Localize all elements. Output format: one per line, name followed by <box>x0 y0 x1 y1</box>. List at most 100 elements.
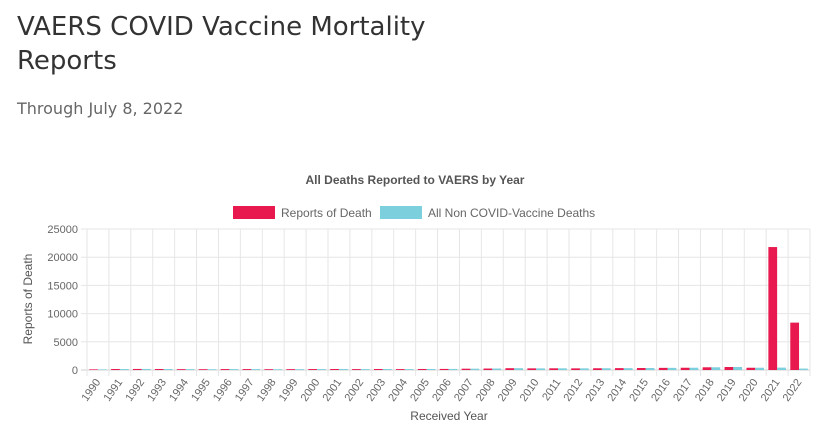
bar-non-covid-deaths-2005[interactable] <box>426 368 436 370</box>
x-tick-label: 1997 <box>233 377 257 404</box>
bar-reports-of-death-2008[interactable] <box>483 368 493 370</box>
bar-non-covid-deaths-1993[interactable] <box>163 369 173 370</box>
bar-reports-of-death-2019[interactable] <box>724 367 734 370</box>
bar-non-covid-deaths-1998[interactable] <box>273 369 282 370</box>
x-tick-label: 2013 <box>583 377 607 404</box>
x-tick-label: 1993 <box>145 377 169 404</box>
bar-non-covid-deaths-2022[interactable] <box>799 368 808 370</box>
bar-reports-of-death-2007[interactable] <box>461 368 471 370</box>
bar-reports-of-death-2020[interactable] <box>746 367 756 370</box>
page-subtitle: Through July 8, 2022 <box>17 99 184 118</box>
x-tick-label: 2009 <box>496 377 520 404</box>
x-tick-label: 1994 <box>167 377 191 404</box>
x-tick-label: 2007 <box>452 377 476 404</box>
bar-non-covid-deaths-1996[interactable] <box>229 369 239 370</box>
bar-non-covid-deaths-2000[interactable] <box>317 369 326 370</box>
bar-reports-of-death-1999[interactable] <box>286 369 296 370</box>
bar-non-covid-deaths-2021[interactable] <box>777 367 786 370</box>
bar-non-covid-deaths-1997[interactable] <box>251 369 261 370</box>
bar-reports-of-death-2015[interactable] <box>636 368 646 370</box>
bar-non-covid-deaths-2008[interactable] <box>492 368 502 370</box>
bar-non-covid-deaths-2004[interactable] <box>404 369 414 370</box>
bar-reports-of-death-2006[interactable] <box>439 368 449 370</box>
y-tick-label: 25000 <box>47 224 78 236</box>
bar-non-covid-deaths-2002[interactable] <box>360 369 370 370</box>
bar-non-covid-deaths-2003[interactable] <box>382 369 392 370</box>
bar-non-covid-deaths-2017[interactable] <box>689 367 699 370</box>
bar-non-covid-deaths-2018[interactable] <box>711 367 721 370</box>
bar-reports-of-death-2011[interactable] <box>549 368 559 370</box>
x-tick-label: 2003 <box>364 377 388 404</box>
x-tick-label: 1998 <box>255 377 279 404</box>
bar-reports-of-death-1992[interactable] <box>133 368 142 370</box>
legend-item-reports-of-death[interactable]: Reports of Death <box>233 206 372 220</box>
legend-swatch-reports-of-death <box>233 206 275 219</box>
bar-reports-of-death-2016[interactable] <box>658 367 668 370</box>
x-tick-label: 2002 <box>342 377 366 404</box>
bar-reports-of-death-1995[interactable] <box>198 369 208 370</box>
x-tick-label: 2014 <box>605 377 629 404</box>
bar-reports-of-death-1998[interactable] <box>264 369 274 370</box>
x-tick-label: 1996 <box>211 377 235 404</box>
bar-reports-of-death-1996[interactable] <box>220 369 230 370</box>
bars <box>89 247 808 370</box>
bar-non-covid-deaths-1999[interactable] <box>295 369 304 370</box>
bar-non-covid-deaths-2001[interactable] <box>338 369 348 370</box>
chart-legend: Reports of Death All Non COVID-Vaccine D… <box>233 206 595 220</box>
bar-non-covid-deaths-1990[interactable] <box>97 369 107 370</box>
bar-reports-of-death-2004[interactable] <box>395 369 405 370</box>
bar-reports-of-death-1991[interactable] <box>111 369 120 370</box>
bar-reports-of-death-2022[interactable] <box>790 322 800 370</box>
bar-non-covid-deaths-1994[interactable] <box>185 369 195 370</box>
bar-non-covid-deaths-2007[interactable] <box>470 368 480 370</box>
bar-non-covid-deaths-2009[interactable] <box>514 368 523 370</box>
bar-non-covid-deaths-2012[interactable] <box>579 368 589 370</box>
bar-reports-of-death-1994[interactable] <box>176 369 186 370</box>
deaths-by-year-chart: All Deaths Reported to VAERS by Year Rep… <box>21 173 811 423</box>
bar-non-covid-deaths-2006[interactable] <box>448 368 458 370</box>
bar-reports-of-death-1993[interactable] <box>154 369 164 370</box>
bar-reports-of-death-2021[interactable] <box>768 247 778 370</box>
bar-non-covid-deaths-2013[interactable] <box>601 368 611 370</box>
bar-reports-of-death-2018[interactable] <box>702 367 712 370</box>
x-tick-label: 2012 <box>562 377 586 404</box>
bar-reports-of-death-2013[interactable] <box>593 368 602 370</box>
x-tick-label: 2017 <box>671 377 695 404</box>
bar-reports-of-death-2003[interactable] <box>374 369 383 370</box>
y-tick-label: 0 <box>72 365 78 377</box>
bar-reports-of-death-2012[interactable] <box>571 368 580 370</box>
x-axis-ticks: 1990199119921993199419951996199719981999… <box>80 377 805 404</box>
bar-non-covid-deaths-1995[interactable] <box>207 369 217 370</box>
bar-non-covid-deaths-2015[interactable] <box>645 368 655 370</box>
y-axis-ticks: 0 5000 10000 15000 20000 25000 <box>47 224 78 377</box>
x-tick-label: 2015 <box>627 377 651 404</box>
bar-reports-of-death-2014[interactable] <box>615 368 624 370</box>
bar-non-covid-deaths-2020[interactable] <box>755 367 764 370</box>
bar-reports-of-death-2010[interactable] <box>527 368 537 370</box>
x-tick-label: 2022 <box>781 377 805 404</box>
legend-item-non-covid-deaths[interactable]: All Non COVID-Vaccine Deaths <box>380 206 595 220</box>
x-tick-label: 2006 <box>430 377 454 404</box>
bar-non-covid-deaths-1992[interactable] <box>141 368 151 370</box>
bar-reports-of-death-2002[interactable] <box>352 369 361 370</box>
bar-non-covid-deaths-2016[interactable] <box>667 367 677 370</box>
x-tick-label: 2019 <box>715 377 739 404</box>
bar-non-covid-deaths-2019[interactable] <box>733 367 743 370</box>
bar-non-covid-deaths-1991[interactable] <box>119 369 129 370</box>
bar-reports-of-death-2000[interactable] <box>308 369 318 370</box>
bar-reports-of-death-2005[interactable] <box>417 368 427 370</box>
x-tick-label: 2010 <box>518 377 542 404</box>
bar-non-covid-deaths-2014[interactable] <box>623 368 633 370</box>
bar-reports-of-death-2001[interactable] <box>330 369 339 370</box>
bar-reports-of-death-1997[interactable] <box>242 369 252 370</box>
page-title: VAERS COVID Vaccine Mortality Reports <box>17 12 426 76</box>
bar-reports-of-death-2017[interactable] <box>680 367 690 370</box>
x-tick-label: 2011 <box>540 377 563 403</box>
bar-non-covid-deaths-2011[interactable] <box>558 368 567 370</box>
legend-swatch-non-covid-deaths <box>380 206 422 219</box>
bar-reports-of-death-2009[interactable] <box>505 368 515 370</box>
legend-label-non-covid-deaths: All Non COVID-Vaccine Deaths <box>428 206 595 220</box>
bar-reports-of-death-1990[interactable] <box>89 369 98 370</box>
x-tick-label: 1990 <box>80 377 104 404</box>
bar-non-covid-deaths-2010[interactable] <box>536 368 545 370</box>
